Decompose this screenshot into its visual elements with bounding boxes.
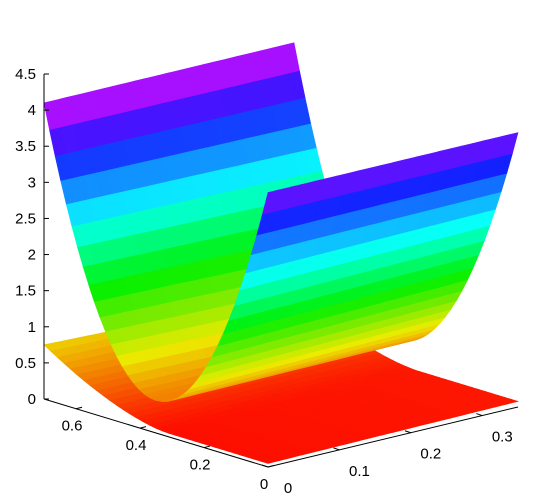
z-tick-label: 0 <box>28 391 36 408</box>
axes: 0 0.5 1 1.5 2 2.5 3 3.5 4 4.5 0 0.2 0.4 0.6 0 0.1 0.2 0.3 <box>15 66 519 497</box>
y-tick-label: 0.6 <box>62 418 83 435</box>
z-tick-label: 1 <box>28 319 36 336</box>
z-tick-label: 0.5 <box>15 355 36 372</box>
z-tick-label: 3.5 <box>15 138 36 155</box>
z-tick-label: 4 <box>28 102 36 119</box>
x-tick <box>261 464 269 468</box>
x-tick <box>404 430 412 434</box>
y-tick-label: 0.2 <box>190 457 211 474</box>
x-tick <box>476 413 483 417</box>
x-tick-label: 0.3 <box>492 429 513 446</box>
z-tick-label: 4.5 <box>15 66 36 83</box>
surfaces <box>43 42 520 464</box>
x-tick <box>333 447 340 451</box>
y-axis-line <box>43 398 269 468</box>
z-tick-label: 3 <box>28 174 36 191</box>
y-tick <box>139 426 147 429</box>
x-tick-label: 0.1 <box>349 463 370 480</box>
x-tick-label: 0.2 <box>420 446 441 463</box>
valley-surface-patch <box>261 189 280 215</box>
y-tick <box>75 406 83 410</box>
z-tick-label: 1.5 <box>15 283 36 300</box>
y-tick-label: 0.4 <box>126 437 147 454</box>
x-tick-label: 0 <box>284 480 292 497</box>
y-tick-label: 0 <box>260 476 268 493</box>
z-tick-label: 2.5 <box>15 210 36 227</box>
x-axis-line <box>267 406 519 468</box>
y-tick <box>203 445 211 449</box>
low-sheet-surface-patch <box>260 458 281 464</box>
z-tick-label: 2 <box>28 247 36 264</box>
